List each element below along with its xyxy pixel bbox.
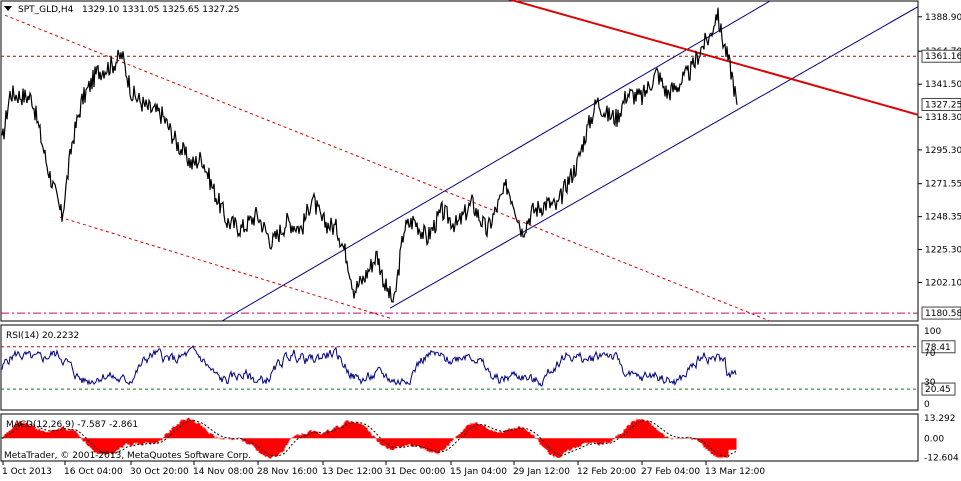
macd-header: MACD(12,26,9) -7.587 -2.861 <box>6 420 138 430</box>
time-tick-label: 1 Oct 2013 <box>2 467 52 477</box>
rsi-tick-label: 0 <box>924 400 930 410</box>
time-tick-label: 30 Oct 20:00 <box>130 467 189 477</box>
time-tick-label: 12 Feb 20:00 <box>577 467 636 477</box>
rsi-tick-label: 30 <box>924 378 936 388</box>
price-line <box>1 7 738 303</box>
price-tag-box <box>921 306 961 320</box>
price-tick-label: 1271.55 <box>925 180 961 190</box>
time-tick-label: 28 Nov 16:00 <box>257 467 318 477</box>
time-tick-label: 29 Jan 12:00 <box>513 467 570 477</box>
rsi-tick-label: 70 <box>924 349 936 359</box>
price-tick-label: 1202.10 <box>925 278 961 288</box>
price-series <box>1 7 738 303</box>
macd-signal-line <box>1 419 737 458</box>
rsi-level-tag <box>921 382 956 396</box>
rsi-levels: 78.41 20.45 <box>1 340 956 396</box>
chart-header: SPT_GLD,H4 1329.10 1331.05 1325.65 1327.… <box>4 5 239 15</box>
time-tick-label: 14 Nov 08:00 <box>193 467 254 477</box>
rsi-header: RSI(14) 20.2232 <box>6 331 79 341</box>
drawn-line-trend_dotted[interactable] <box>4 14 771 322</box>
price-tag-box <box>921 49 961 63</box>
rsi-level-tag <box>921 340 956 354</box>
copyright-text: MetaTrader, © 2001-2013, MetaQuotes Soft… <box>4 451 251 461</box>
macd-tick-label: -12.604 <box>924 453 959 463</box>
price-tick-label: 1295.30 <box>925 146 961 156</box>
rsi-series <box>1 345 737 387</box>
macd-series <box>1 417 737 459</box>
time-axis: 1 Oct 2013 16 Oct 04:00 30 Oct 20:00 14 Nov… <box>2 461 765 477</box>
price-tick-label: 1341.50 <box>925 80 961 90</box>
price-tick-label: 1388.90 <box>925 13 961 23</box>
price-tag-box <box>921 97 961 111</box>
dropdown-triangle-icon[interactable] <box>4 6 12 11</box>
price-drawing-tools[interactable] <box>1 0 919 322</box>
macd-tick-label: 13.292 <box>924 414 956 424</box>
price-tag-label: 1361.16 <box>925 52 961 62</box>
price-tags: 1361.16 1327.25 1180.58 <box>921 49 961 320</box>
time-tick-label: 15 Jan 04:00 <box>450 467 507 477</box>
time-tick-label: 31 Dec 00:00 <box>385 467 446 477</box>
time-tick-label: 27 Feb 04:00 <box>641 467 700 477</box>
rsi-tick-label: 100 <box>924 327 941 337</box>
ohlc-label: 1329.10 1331.05 1325.65 1327.25 <box>82 5 239 15</box>
price-tag-label: 1327.25 <box>925 100 961 110</box>
drawn-line-channel[interactable] <box>389 6 919 309</box>
time-tick-label: 13 Dec 12:00 <box>322 467 383 477</box>
rsi-level-label: 78.41 <box>925 343 951 353</box>
price-tick-label: 1225.30 <box>925 245 961 255</box>
rsi-axis: 100 70 30 0 <box>924 327 941 410</box>
macd-axis: 13.292 0.00 -12.604 <box>924 414 959 463</box>
price-tag-label: 1180.58 <box>925 309 961 319</box>
rsi-line <box>1 345 737 387</box>
rsi-pane[interactable] <box>0 324 919 411</box>
price-pane[interactable] <box>0 0 919 322</box>
time-tick-label: 13 Mar 12:00 <box>705 467 765 477</box>
price-tick-label: 1318.30 <box>925 113 961 123</box>
macd-tick-label: 0.00 <box>924 434 944 444</box>
rsi-level-label: 20.45 <box>925 385 951 395</box>
symbol-label: SPT_GLD,H4 <box>18 5 74 15</box>
price-tick-label: 1248.35 <box>925 213 961 223</box>
time-tick-label: 16 Oct 04:00 <box>64 467 123 477</box>
drawn-line-channel[interactable] <box>221 0 771 322</box>
